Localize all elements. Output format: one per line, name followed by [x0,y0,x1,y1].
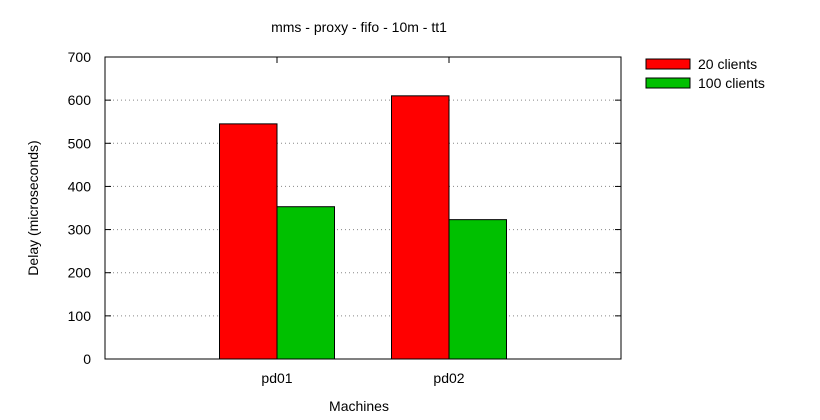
bar-pd02-20-clients [391,95,450,360]
legend-label: 20 clients [698,56,757,72]
y-tick-label: 300 [68,222,92,238]
legend-swatch [645,58,691,70]
grid-lines [105,99,621,317]
bar-pd02-100-clients [448,219,507,360]
y-tick-label: 0 [83,351,91,367]
plot-frame [104,56,622,360]
legend-swatch [645,77,691,89]
bar-pd01-20-clients [219,123,278,360]
bar-pd01-100-clients [276,206,335,360]
x-axis-label: Machines [329,398,389,414]
y-tick-label: 100 [68,308,92,324]
y-tick-label: 200 [68,265,92,281]
bars [219,95,507,360]
legend-label: 100 clients [698,75,765,91]
y-axis-label: Delay (microseconds) [25,140,41,275]
y-tick-label: 600 [68,92,92,108]
y-axis-ticks: 0 100 200 300 400 500 600 700 [68,49,621,367]
chart-title: mms - proxy - fifo - 10m - tt1 [271,19,447,35]
legend: 20 clients 100 clients [645,56,765,91]
y-tick-label: 400 [68,178,92,194]
x-axis-ticks: pd01 pd02 [261,57,465,386]
x-tick-label: pd01 [261,370,292,386]
x-tick-label: pd02 [433,370,464,386]
y-tick-label: 500 [68,135,92,151]
y-tick-label: 700 [68,49,92,65]
